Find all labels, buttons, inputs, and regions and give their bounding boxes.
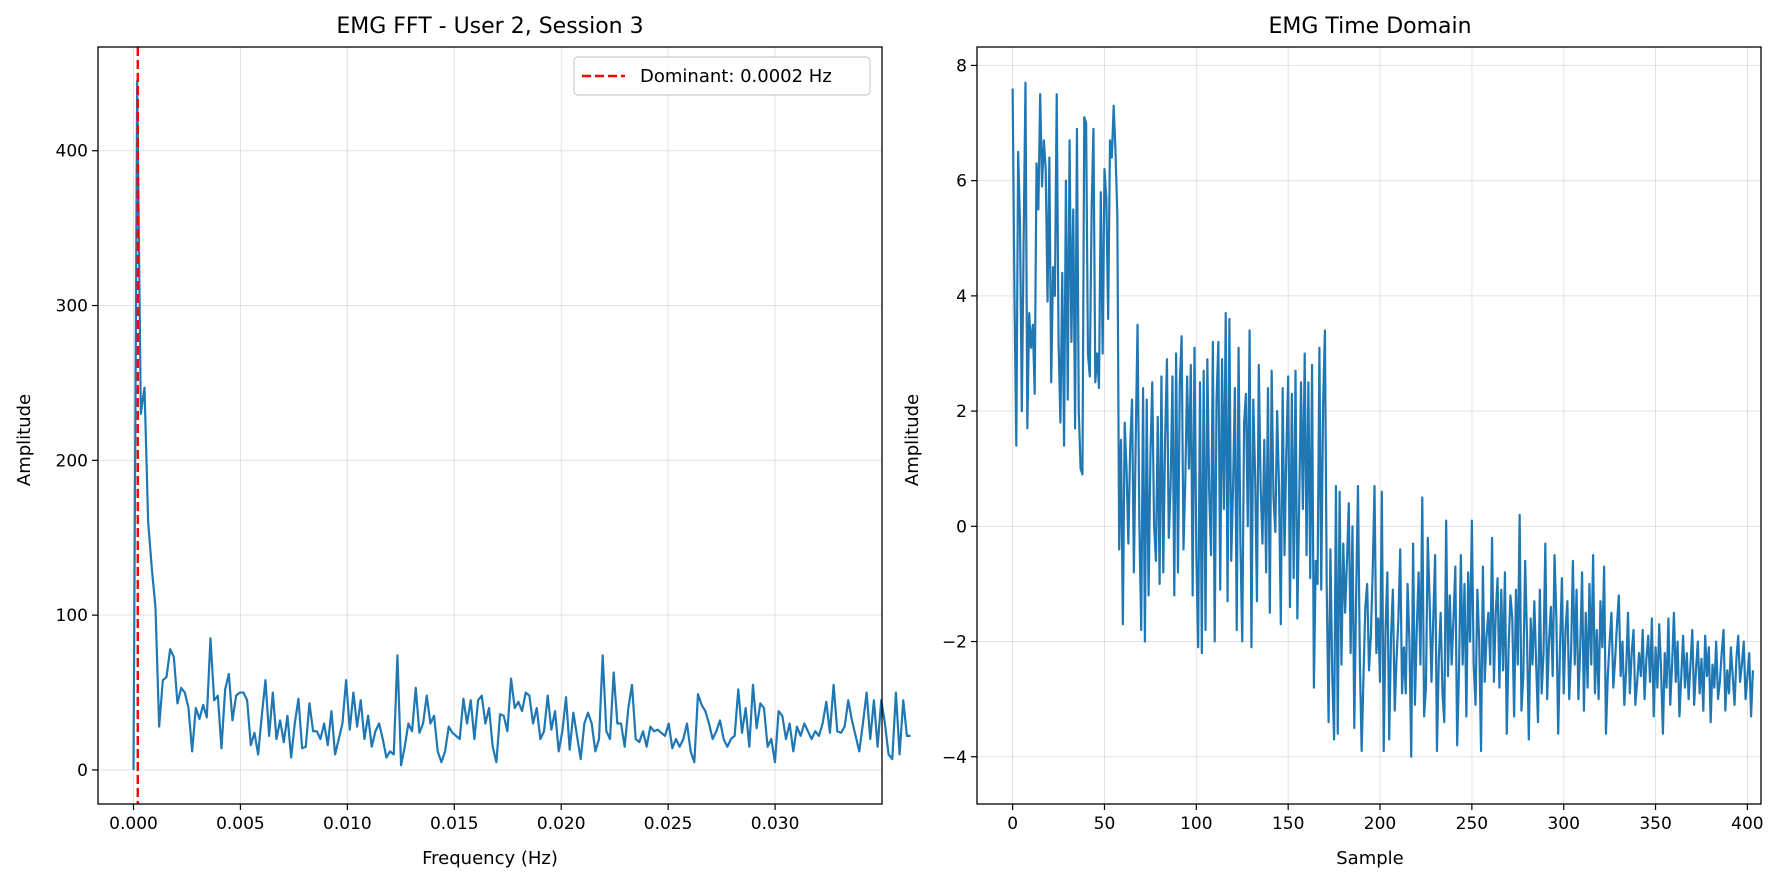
time-domain-chart: EMG Time Domain Sample Amplitude 0 50 100 1… bbox=[902, 14, 1764, 869]
time-chart-title: EMG Time Domain bbox=[1268, 14, 1471, 39]
x-tick-label: 0.000 bbox=[109, 814, 158, 834]
y-tick-label: 2 bbox=[956, 402, 967, 422]
x-tick-label: 50 bbox=[1094, 814, 1116, 834]
y-tick-label: 300 bbox=[56, 297, 88, 317]
fft-grid bbox=[98, 47, 882, 804]
time-x-axis-label: Sample bbox=[1336, 848, 1404, 869]
x-tick-label: 300 bbox=[1547, 814, 1579, 834]
fft-y-axis-label: Amplitude bbox=[14, 394, 35, 486]
y-tick-label: 0 bbox=[77, 761, 88, 781]
fft-x-axis-label: Frequency (Hz) bbox=[422, 848, 558, 869]
y-tick-label: −4 bbox=[942, 748, 967, 768]
y-tick-label: 6 bbox=[956, 172, 967, 192]
x-tick-label: 0 bbox=[1007, 814, 1018, 834]
fft-legend: Dominant: 0.0002 Hz bbox=[573, 56, 871, 96]
y-tick-label: 200 bbox=[56, 451, 88, 471]
x-tick-label: 350 bbox=[1639, 814, 1671, 834]
x-tick-label: 0.015 bbox=[430, 814, 479, 834]
x-tick-label: 250 bbox=[1456, 814, 1488, 834]
time-plot-area bbox=[1011, 81, 1755, 758]
x-tick-label: 0.030 bbox=[751, 814, 800, 834]
y-tick-label: 0 bbox=[956, 517, 967, 537]
x-tick-label: 200 bbox=[1364, 814, 1396, 834]
fft-axes-frame bbox=[97, 46, 883, 805]
fft-ticks: 0.000 0.005 0.010 0.015 0.020 0.025 0.030 0 100 2… bbox=[56, 142, 800, 834]
fft-chart: EMG FFT - User 2, Session 3 Frequency (H… bbox=[14, 14, 911, 869]
fft-legend-box bbox=[573, 56, 871, 96]
x-tick-label: 0.010 bbox=[323, 814, 372, 834]
time-ticks: 0 50 100 150 200 250 300 350 400 −4 −2 0 2 4 6 8 bbox=[942, 56, 1764, 834]
time-axes-frame bbox=[976, 46, 1762, 805]
y-tick-label: 8 bbox=[956, 56, 967, 76]
fft-plot-area bbox=[132, 47, 911, 804]
fft-chart-title: EMG FFT - User 2, Session 3 bbox=[336, 14, 643, 39]
x-tick-label: 100 bbox=[1180, 814, 1212, 834]
x-tick-label: 0.005 bbox=[216, 814, 265, 834]
fft-amplitude-line bbox=[132, 79, 911, 770]
x-tick-label: 400 bbox=[1731, 814, 1763, 834]
y-tick-label: 4 bbox=[956, 287, 967, 307]
x-tick-label: 0.020 bbox=[537, 814, 586, 834]
emg-signal-line bbox=[1011, 81, 1755, 758]
fft-legend-dominant-label: Dominant: 0.0002 Hz bbox=[640, 66, 832, 87]
y-tick-label: 100 bbox=[56, 606, 88, 626]
y-tick-label: 400 bbox=[56, 142, 88, 162]
x-tick-label: 0.025 bbox=[644, 814, 693, 834]
y-tick-label: −2 bbox=[942, 633, 967, 653]
x-tick-label: 150 bbox=[1272, 814, 1304, 834]
time-y-axis-label: Amplitude bbox=[902, 394, 923, 486]
